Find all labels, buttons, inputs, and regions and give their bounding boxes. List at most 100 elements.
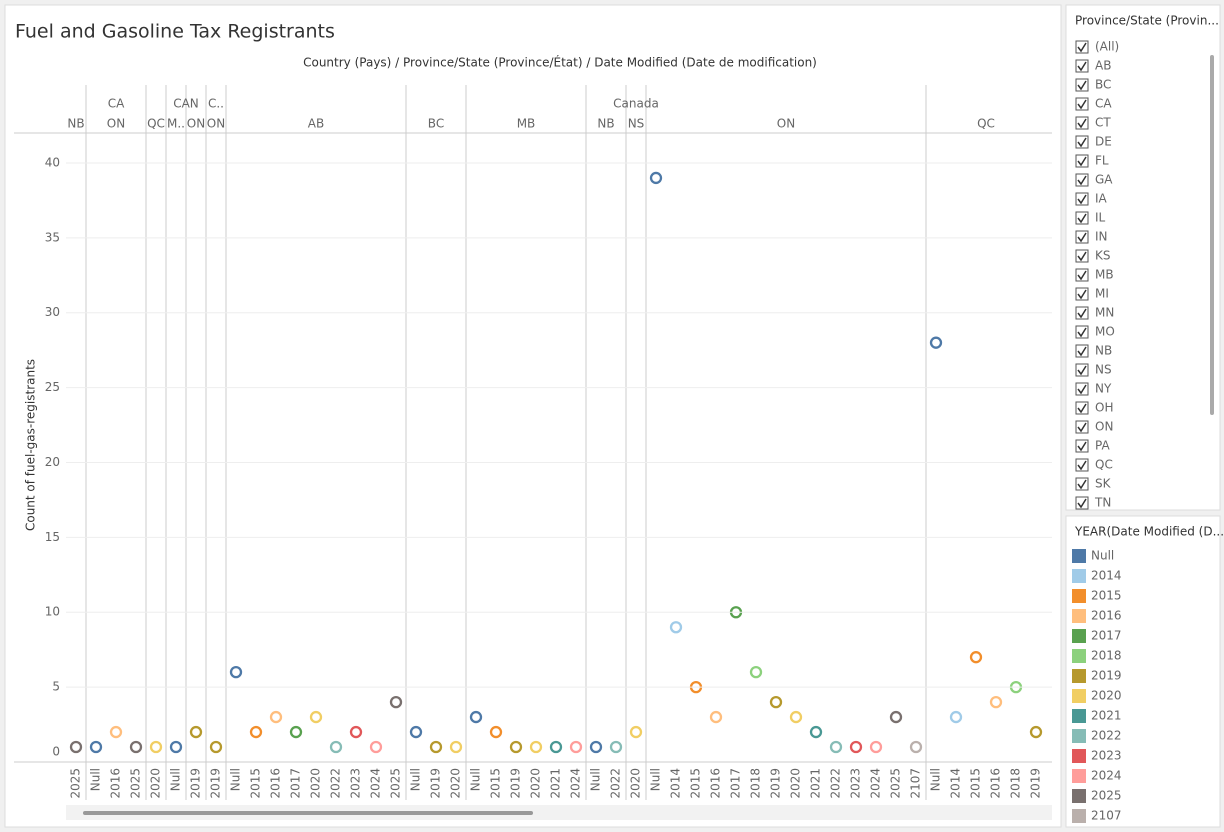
- checkbox[interactable]: [1075, 78, 1089, 92]
- legend-label: 2021: [1091, 709, 1122, 723]
- dot: [289, 725, 303, 739]
- dot: [69, 740, 83, 754]
- check: [1077, 365, 1087, 376]
- dot: [849, 740, 863, 754]
- filter-item[interactable]: GA: [1095, 173, 1113, 187]
- filter-item[interactable]: BC: [1095, 78, 1111, 92]
- checkbox[interactable]: [1075, 116, 1089, 130]
- province-header: QC: [147, 117, 165, 131]
- checkbox[interactable]: [1075, 420, 1089, 434]
- filter-item[interactable]: IL: [1095, 211, 1106, 225]
- filter-item[interactable]: KS: [1095, 249, 1111, 263]
- checkbox[interactable]: [1075, 477, 1089, 491]
- checkbox[interactable]: [1075, 40, 1089, 54]
- y-axis-title: Count of fuel-gas-registrants: [24, 359, 38, 531]
- checkbox[interactable]: [1075, 173, 1089, 187]
- filter-item[interactable]: NS: [1095, 363, 1112, 377]
- dot: [529, 740, 543, 754]
- y-tick-label: 40: [45, 155, 60, 169]
- legend-swatch: [1072, 609, 1086, 623]
- y-tick-label: 15: [45, 530, 60, 544]
- dot: [669, 621, 683, 634]
- x-tick-label: 2025: [69, 768, 83, 799]
- checkbox[interactable]: [1075, 344, 1089, 358]
- x-tick-label: 2019: [509, 768, 523, 799]
- checkbox[interactable]: [1075, 268, 1089, 282]
- view-panel: [4, 4, 1062, 828]
- y-tick-label: 35: [45, 230, 60, 244]
- filter-scroll-thumb[interactable]: [1210, 55, 1214, 415]
- dot: [589, 740, 603, 754]
- x-tick-label: 2021: [549, 768, 563, 799]
- checkbox[interactable]: [1075, 439, 1089, 453]
- check: [1077, 460, 1087, 471]
- filter-item[interactable]: IN: [1095, 230, 1108, 244]
- legend-label: 2017: [1091, 629, 1122, 643]
- x-tick-label: 2016: [709, 768, 723, 799]
- filter-item[interactable]: NB: [1095, 344, 1112, 358]
- dot: [509, 740, 523, 754]
- dot: [949, 710, 963, 724]
- checkbox[interactable]: [1075, 458, 1089, 472]
- check: [1077, 270, 1087, 281]
- legend-label: 2015: [1091, 589, 1122, 603]
- filter-item[interactable]: AB: [1095, 59, 1111, 73]
- scroll-thumb[interactable]: [83, 811, 533, 815]
- dot: [149, 740, 163, 754]
- x-tick-label: 2014: [669, 768, 683, 799]
- checkbox[interactable]: [1075, 211, 1089, 225]
- legend-label: 2023: [1091, 749, 1122, 763]
- checkbox[interactable]: [1075, 59, 1089, 73]
- filter-item[interactable]: DE: [1095, 135, 1112, 149]
- x-tick-label: 2019: [209, 768, 223, 799]
- filter-item[interactable]: ON: [1095, 420, 1113, 434]
- country-header: CA: [108, 97, 125, 111]
- filter-item[interactable]: CA: [1095, 97, 1112, 111]
- x-tick-label: 2019: [769, 768, 783, 799]
- legend-label: 2107: [1091, 809, 1122, 823]
- checkbox[interactable]: [1075, 154, 1089, 168]
- checkbox[interactable]: [1075, 363, 1089, 377]
- checkbox[interactable]: [1075, 249, 1089, 263]
- checkbox[interactable]: [1075, 192, 1089, 206]
- filter-item[interactable]: PA: [1095, 439, 1110, 453]
- checkbox[interactable]: [1075, 496, 1089, 510]
- filter-item[interactable]: QC: [1095, 458, 1113, 472]
- scrollbar[interactable]: [66, 805, 1052, 820]
- x-tick-label: 2022: [829, 768, 843, 799]
- filter-item[interactable]: CT: [1095, 116, 1111, 130]
- province-header: ON: [777, 117, 795, 131]
- x-tick-label: 2020: [309, 768, 323, 799]
- y-tick-label: 25: [45, 380, 60, 394]
- checkbox[interactable]: [1075, 230, 1089, 244]
- filter-item[interactable]: NY: [1095, 382, 1112, 396]
- checkbox[interactable]: [1075, 401, 1089, 415]
- checkbox[interactable]: [1075, 287, 1089, 301]
- x-tick-label: 2019: [1029, 768, 1043, 799]
- check: [1077, 403, 1087, 414]
- legend-label: Null: [1091, 549, 1114, 563]
- legend-swatch: [1072, 669, 1086, 683]
- x-tick-label: 2018: [1009, 768, 1023, 799]
- filter-item[interactable]: MI: [1095, 287, 1109, 301]
- filter-item[interactable]: MN: [1095, 306, 1114, 320]
- filter-item[interactable]: IA: [1095, 192, 1108, 206]
- filter-item[interactable]: MO: [1095, 325, 1115, 339]
- province-header: ON: [207, 117, 225, 131]
- legend-label: 2024: [1091, 769, 1122, 783]
- filter-item[interactable]: (All): [1095, 40, 1119, 54]
- filter-item[interactable]: FL: [1095, 154, 1109, 168]
- filter-item[interactable]: OH: [1095, 401, 1113, 415]
- country-header: Canada: [613, 97, 659, 111]
- checkbox[interactable]: [1075, 306, 1089, 320]
- checkbox[interactable]: [1075, 382, 1089, 396]
- filter-item[interactable]: SK: [1095, 477, 1112, 491]
- filter-item[interactable]: MB: [1095, 268, 1114, 282]
- checkbox[interactable]: [1075, 135, 1089, 149]
- x-tick-label: 2014: [949, 768, 963, 799]
- checkbox[interactable]: [1075, 97, 1089, 111]
- filter-item[interactable]: TN: [1094, 496, 1111, 510]
- checkbox[interactable]: [1075, 325, 1089, 339]
- legend-label: 2019: [1091, 669, 1122, 683]
